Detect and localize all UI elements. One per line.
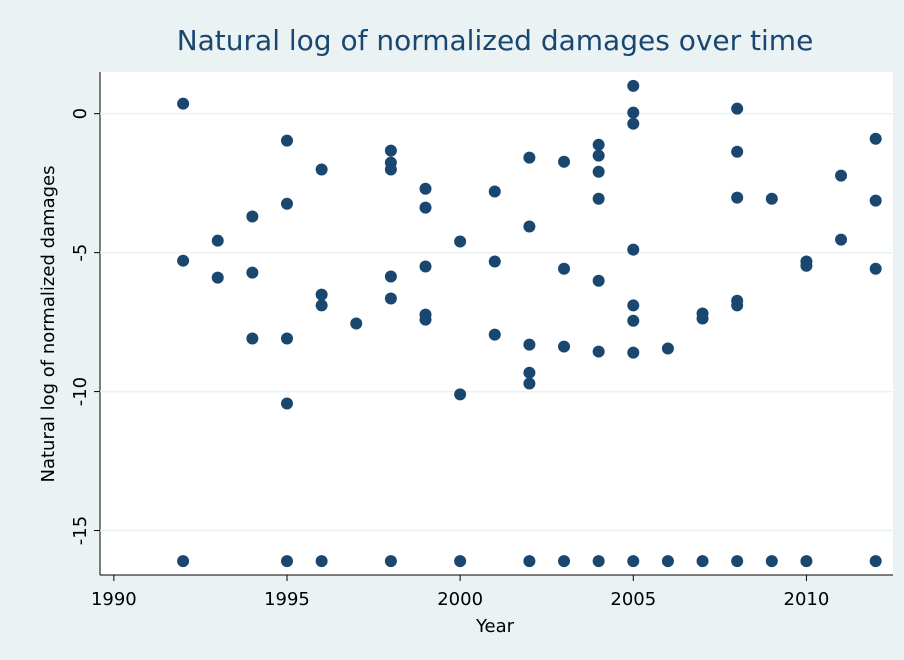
point xyxy=(280,134,293,147)
point xyxy=(661,555,674,568)
point xyxy=(384,292,397,305)
point xyxy=(523,377,536,390)
y-tick-label: -15 xyxy=(70,516,91,545)
y-tick-label: -5 xyxy=(70,244,91,262)
y-tick-label: 0 xyxy=(70,108,91,119)
point xyxy=(558,155,571,168)
point xyxy=(592,149,605,162)
point xyxy=(592,555,605,568)
point xyxy=(315,288,328,301)
point xyxy=(454,555,467,568)
point xyxy=(869,132,882,145)
x-tick-label: 2010 xyxy=(784,589,830,610)
point xyxy=(800,259,813,272)
x-tick-label: 2000 xyxy=(437,589,483,610)
point xyxy=(177,254,190,267)
point xyxy=(869,555,882,568)
point xyxy=(835,169,848,182)
point xyxy=(211,271,224,284)
x-tick-label: 2005 xyxy=(610,589,656,610)
point xyxy=(627,117,640,130)
point xyxy=(661,342,674,355)
point xyxy=(177,97,190,110)
point xyxy=(627,346,640,359)
point xyxy=(384,144,397,157)
point xyxy=(592,345,605,358)
point xyxy=(211,234,224,247)
point xyxy=(592,138,605,151)
point xyxy=(731,102,744,115)
point xyxy=(627,243,640,256)
point xyxy=(765,192,778,205)
point xyxy=(419,313,432,326)
y-tick-label: -10 xyxy=(70,377,91,406)
point xyxy=(592,165,605,178)
point xyxy=(280,332,293,345)
point xyxy=(315,555,328,568)
point xyxy=(488,185,501,198)
x-tick-label: 1995 xyxy=(264,589,310,610)
point xyxy=(454,388,467,401)
point xyxy=(454,235,467,248)
point xyxy=(765,555,778,568)
point xyxy=(523,151,536,164)
point xyxy=(627,79,640,92)
point xyxy=(419,182,432,195)
point xyxy=(696,555,709,568)
chart-title: Natural log of normalized damages over t… xyxy=(177,24,814,57)
point xyxy=(315,299,328,312)
point xyxy=(246,266,259,279)
point xyxy=(523,338,536,351)
point xyxy=(592,274,605,287)
point xyxy=(419,201,432,214)
x-axis-title: Year xyxy=(475,616,515,637)
point xyxy=(627,314,640,327)
point xyxy=(384,270,397,283)
point xyxy=(558,262,571,275)
point xyxy=(523,366,536,379)
point xyxy=(731,299,744,312)
point xyxy=(523,555,536,568)
point xyxy=(488,328,501,341)
point xyxy=(558,555,571,568)
point xyxy=(246,332,259,345)
point xyxy=(869,262,882,275)
point xyxy=(835,233,848,246)
plot-region xyxy=(100,72,893,575)
x-tick-label: 1990 xyxy=(91,589,137,610)
point xyxy=(523,220,536,233)
point xyxy=(731,145,744,158)
point xyxy=(419,260,432,273)
point xyxy=(280,397,293,410)
point xyxy=(800,555,813,568)
point xyxy=(315,163,328,176)
point xyxy=(384,555,397,568)
point xyxy=(627,106,640,119)
point xyxy=(592,192,605,205)
point xyxy=(869,194,882,207)
point xyxy=(558,340,571,353)
y-axis-title: Natural log of normalized damages xyxy=(38,166,59,483)
point xyxy=(177,555,190,568)
point xyxy=(627,555,640,568)
point xyxy=(696,312,709,325)
point xyxy=(280,555,293,568)
point xyxy=(627,299,640,312)
point xyxy=(280,197,293,210)
point xyxy=(350,317,363,330)
point xyxy=(246,210,259,223)
point xyxy=(384,163,397,176)
point xyxy=(731,555,744,568)
point xyxy=(731,191,744,204)
point xyxy=(488,255,501,268)
